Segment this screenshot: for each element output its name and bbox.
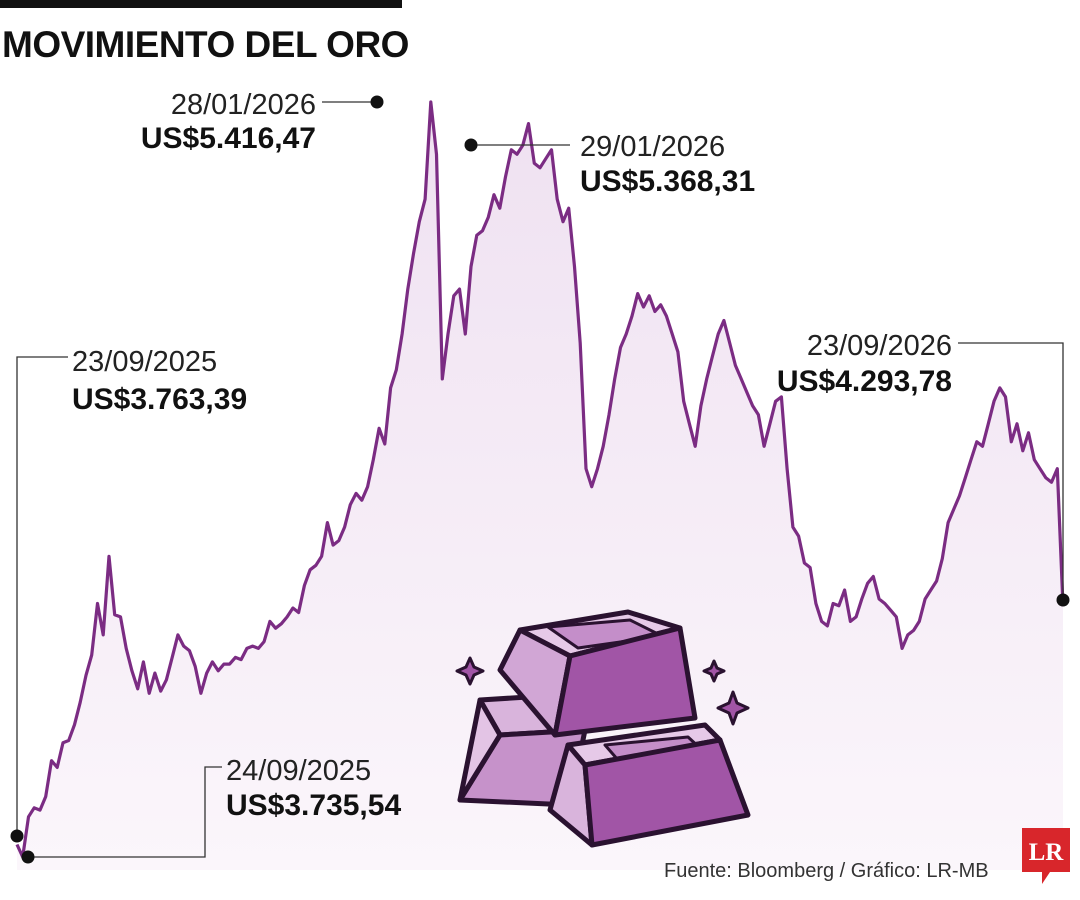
marker-24-09-2025 (21, 850, 35, 864)
annotation-value-24-09-2025: US$3.735,54 (226, 789, 401, 822)
marker-23-09-2025 (10, 829, 24, 843)
leader-line-23-09-2025 (16, 356, 68, 836)
lr-logo-icon: LR (1022, 828, 1070, 884)
annotation-date-28-01-2026: 28/01/2026 (171, 89, 316, 121)
source-note: Fuente: Bloomberg / Gráfico: LR-MB (664, 860, 989, 882)
price-area-fill (17, 102, 1063, 870)
lr-logo-text: LR (1029, 839, 1065, 866)
leader-line-24-09-2025 (28, 766, 222, 858)
annotation-date-23-09-2025: 23/09/2025 (72, 346, 217, 378)
annotation-date-24-09-2025: 24/09/2025 (226, 755, 371, 787)
annotation-date-29-01-2026: 29/01/2026 (580, 131, 725, 163)
chart-title: MOVIMIENTO DEL ORO (2, 24, 409, 65)
annotation-value-23-09-2025: US$3.763,39 (72, 383, 247, 416)
gold-bar-right (547, 722, 751, 848)
annotation-value-28-01-2026: US$5.416,47 (141, 122, 316, 155)
marker-28-01-2026 (370, 95, 384, 109)
annotation-value-23-09-2026: US$4.293,78 (777, 365, 952, 398)
gold-bars-icon (457, 609, 751, 848)
leader-line-23-09-2026 (958, 342, 1064, 600)
title-top-bar (0, 0, 402, 8)
annotation-value-29-01-2026: US$5.368,31 (580, 165, 755, 198)
sparkle-icon (455, 656, 750, 726)
marker-23-09-2026 (1056, 593, 1070, 607)
price-line (15, 100, 1065, 859)
gold-bar-top (497, 609, 698, 738)
annotation-date-23-09-2026: 23/09/2026 (807, 330, 952, 362)
marker-29-01-2026 (464, 138, 478, 152)
